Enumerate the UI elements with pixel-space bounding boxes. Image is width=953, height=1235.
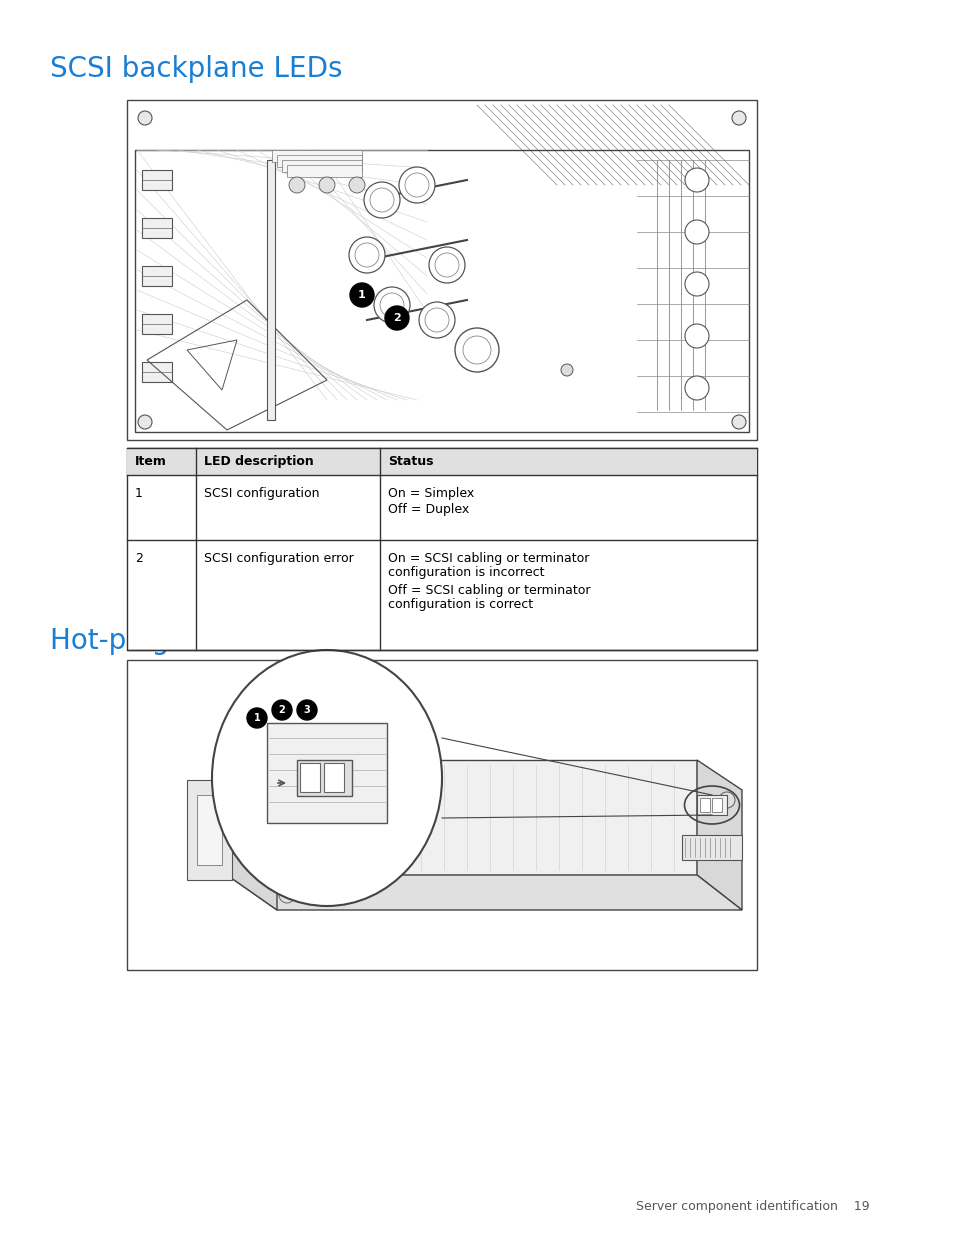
Polygon shape bbox=[227, 876, 741, 910]
Circle shape bbox=[296, 700, 316, 720]
Circle shape bbox=[314, 887, 330, 903]
Circle shape bbox=[350, 283, 374, 308]
Text: 1: 1 bbox=[357, 290, 366, 300]
Bar bbox=[196, 795, 222, 864]
Circle shape bbox=[462, 336, 491, 364]
Bar bbox=[127, 659, 757, 969]
Text: Hot-plug SCSI hard drive LEDs: Hot-plug SCSI hard drive LEDs bbox=[50, 627, 470, 655]
Bar bbox=[296, 760, 352, 797]
Circle shape bbox=[379, 293, 403, 317]
Circle shape bbox=[278, 887, 294, 903]
Bar bbox=[711, 798, 721, 811]
Circle shape bbox=[684, 324, 708, 348]
Bar bbox=[142, 170, 172, 190]
Circle shape bbox=[370, 188, 394, 212]
Bar bbox=[142, 219, 172, 238]
Text: 3: 3 bbox=[303, 705, 310, 715]
Bar bbox=[142, 362, 172, 382]
Bar bbox=[282, 161, 361, 172]
Bar bbox=[324, 763, 344, 792]
Bar bbox=[272, 149, 361, 162]
Bar bbox=[276, 156, 361, 167]
Text: 1: 1 bbox=[253, 713, 260, 722]
Bar bbox=[187, 781, 232, 881]
Circle shape bbox=[731, 415, 745, 429]
Circle shape bbox=[349, 177, 365, 193]
Circle shape bbox=[247, 708, 267, 727]
Text: Off = SCSI cabling or terminator: Off = SCSI cabling or terminator bbox=[388, 584, 590, 597]
Circle shape bbox=[289, 177, 305, 193]
Bar bbox=[127, 448, 757, 475]
Circle shape bbox=[355, 243, 378, 267]
Bar bbox=[127, 100, 757, 440]
Text: On = SCSI cabling or terminator: On = SCSI cabling or terminator bbox=[388, 552, 589, 564]
Bar bbox=[267, 722, 387, 823]
Polygon shape bbox=[697, 760, 741, 910]
Text: 1: 1 bbox=[135, 487, 143, 500]
Bar bbox=[700, 798, 709, 811]
Ellipse shape bbox=[212, 650, 441, 906]
Text: SCSI configuration: SCSI configuration bbox=[204, 487, 319, 500]
Bar bbox=[681, 835, 741, 860]
Bar bbox=[697, 795, 726, 815]
Text: Item: Item bbox=[135, 454, 167, 468]
Circle shape bbox=[138, 111, 152, 125]
Circle shape bbox=[424, 308, 449, 332]
Circle shape bbox=[684, 220, 708, 245]
Text: Off = Duplex: Off = Duplex bbox=[388, 503, 469, 516]
Bar bbox=[142, 266, 172, 287]
Text: Server component identification    19: Server component identification 19 bbox=[636, 1200, 869, 1213]
Circle shape bbox=[684, 168, 708, 191]
Bar bbox=[142, 314, 172, 333]
Text: SCSI backplane LEDs: SCSI backplane LEDs bbox=[50, 56, 342, 83]
Polygon shape bbox=[227, 760, 276, 910]
Text: LED description: LED description bbox=[204, 454, 314, 468]
Circle shape bbox=[364, 182, 399, 219]
Circle shape bbox=[560, 364, 573, 375]
Circle shape bbox=[435, 253, 458, 277]
Text: configuration is incorrect: configuration is incorrect bbox=[388, 566, 544, 579]
Bar bbox=[267, 161, 274, 420]
Text: 2: 2 bbox=[278, 705, 285, 715]
Text: On = Simplex: On = Simplex bbox=[388, 487, 474, 500]
Circle shape bbox=[398, 167, 435, 203]
Text: configuration is correct: configuration is correct bbox=[388, 598, 533, 611]
Circle shape bbox=[418, 303, 455, 338]
Circle shape bbox=[385, 306, 409, 330]
Bar bbox=[127, 448, 757, 650]
Circle shape bbox=[272, 700, 292, 720]
Circle shape bbox=[318, 177, 335, 193]
Circle shape bbox=[349, 237, 385, 273]
Circle shape bbox=[374, 287, 410, 324]
Circle shape bbox=[719, 792, 734, 808]
Circle shape bbox=[684, 272, 708, 296]
Text: Status: Status bbox=[388, 454, 433, 468]
Circle shape bbox=[455, 329, 498, 372]
Circle shape bbox=[405, 173, 429, 198]
Text: 2: 2 bbox=[393, 312, 400, 324]
Text: SCSI configuration error: SCSI configuration error bbox=[204, 552, 354, 564]
Bar bbox=[287, 165, 361, 177]
Circle shape bbox=[731, 111, 745, 125]
Text: 2: 2 bbox=[135, 552, 143, 564]
Polygon shape bbox=[227, 760, 697, 876]
Circle shape bbox=[429, 247, 464, 283]
Bar bbox=[299, 763, 319, 792]
Circle shape bbox=[138, 415, 152, 429]
Circle shape bbox=[684, 375, 708, 400]
